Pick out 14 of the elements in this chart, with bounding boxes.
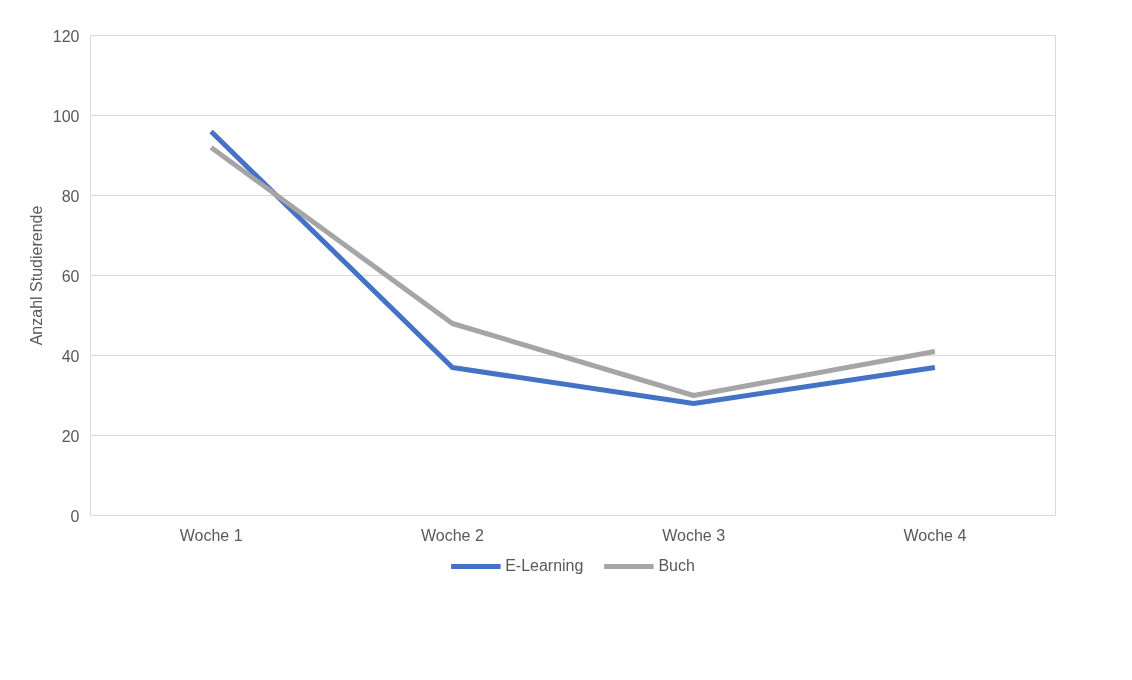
legend-label: E-Learning [505,557,584,575]
y-tick-label: 0 [70,507,80,525]
y-tick-label: 20 [61,427,80,445]
x-tick-label: Woche 3 [662,526,726,544]
y-tick-label: 120 [52,27,80,45]
y-tick-label: 60 [61,267,80,285]
y-tick-label: 100 [52,107,80,125]
legend-label: Buch [658,557,695,575]
y-tick-label: 40 [61,347,80,365]
x-tick-label: Woche 2 [420,526,484,544]
x-tick-label: Woche 1 [179,526,243,544]
y-axis-title: Anzahl Studierende [27,205,45,346]
y-tick-label: 80 [61,187,80,205]
x-tick-label: Woche 4 [903,526,967,544]
